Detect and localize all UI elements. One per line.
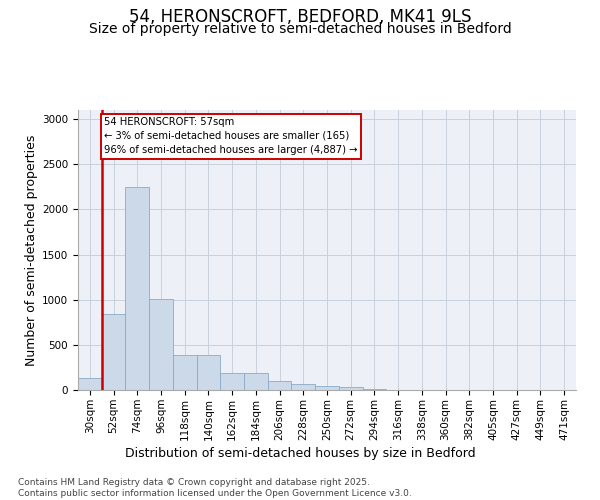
Text: 54 HERONSCROFT: 57sqm
← 3% of semi-detached houses are smaller (165)
96% of semi: 54 HERONSCROFT: 57sqm ← 3% of semi-detac… (104, 117, 358, 155)
Bar (244, 374, 268, 390)
Bar (197, 355, 220, 390)
Bar (292, 384, 315, 390)
Bar (339, 387, 362, 390)
Text: Size of property relative to semi-detached houses in Bedford: Size of property relative to semi-detach… (89, 22, 511, 36)
Bar (125, 187, 149, 390)
Bar (102, 314, 125, 390)
Text: 54, HERONSCROFT, BEDFORD, MK41 9LS: 54, HERONSCROFT, BEDFORD, MK41 9LS (129, 8, 471, 26)
Bar (149, 299, 173, 390)
Y-axis label: Number of semi-detached properties: Number of semi-detached properties (25, 134, 38, 366)
Bar (78, 378, 102, 390)
Bar (268, 380, 292, 390)
Bar (362, 389, 386, 390)
Text: Contains HM Land Registry data © Crown copyright and database right 2025.
Contai: Contains HM Land Registry data © Crown c… (18, 478, 412, 498)
Bar (315, 386, 339, 390)
Text: Distribution of semi-detached houses by size in Bedford: Distribution of semi-detached houses by … (125, 448, 475, 460)
Bar (173, 355, 197, 390)
Bar (220, 374, 244, 390)
